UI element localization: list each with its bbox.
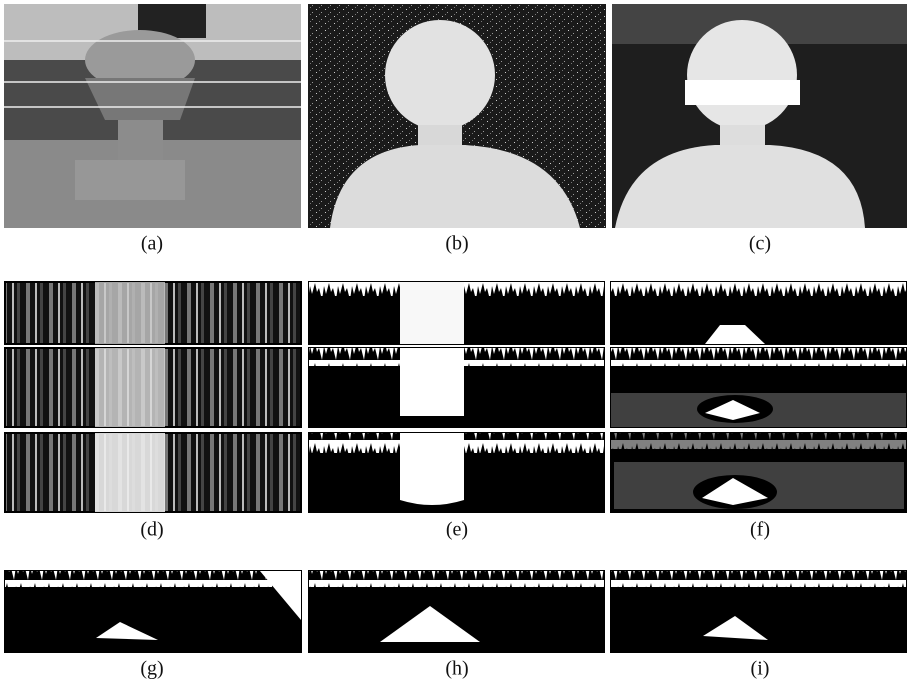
panel-e <box>309 282 604 512</box>
panel-a <box>4 4 301 228</box>
figure: (a) (b) (c) (d) (e) (f) (g) (h) (i) <box>0 0 907 690</box>
panel-f <box>611 282 906 512</box>
panel-c <box>612 4 907 228</box>
panel-d <box>5 282 301 512</box>
caption: (a) <box>141 233 163 255</box>
caption: (d) <box>140 519 163 541</box>
panel-g <box>5 571 301 652</box>
panel-b <box>308 4 606 228</box>
caption: (e) <box>446 519 468 541</box>
caption: (g) <box>140 658 163 680</box>
caption: (f) <box>750 519 770 541</box>
caption: (b) <box>445 233 468 255</box>
caption: (c) <box>749 233 771 255</box>
panel-h <box>309 571 604 652</box>
caption: (i) <box>751 658 770 680</box>
panel-i <box>611 571 906 652</box>
caption: (h) <box>445 658 468 680</box>
page: {"figure": {"captions": ["(a)", "(b)", "… <box>0 0 907 690</box>
